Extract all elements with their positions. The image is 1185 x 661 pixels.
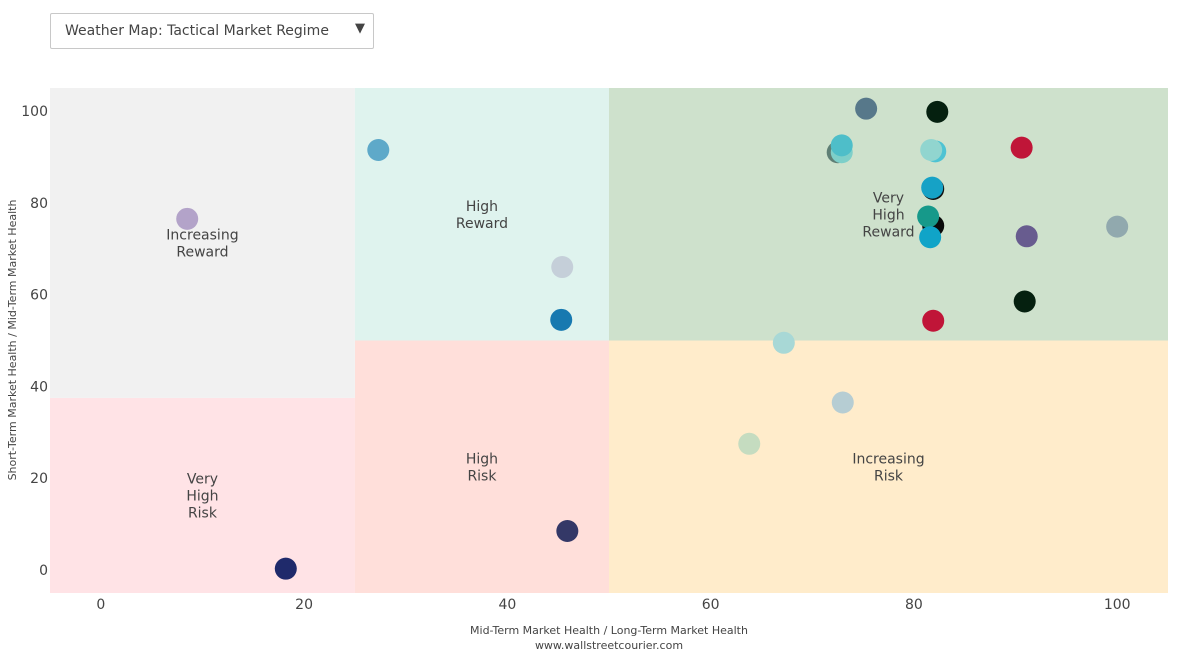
x-axis-title: Mid-Term Market Health / Long-Term Marke… [470,624,748,637]
zone-label: Increasing [166,227,238,243]
regime-selector-value: Weather Map: Tactical Market Regime [65,23,329,39]
x-axis-ticks: 0 20 40 60 80 100 [96,597,1130,613]
zone-label-layer: VeryHighRiskHighRiskIncreasingRiskIncrea… [166,190,924,521]
x-tick-label: 100 [1104,597,1131,613]
x-tick-label: 0 [96,597,105,613]
zone-rect [609,340,1168,593]
y-axis-ticks: 0 20 40 60 80 100 [21,104,48,579]
data-point [176,207,199,230]
zone-rect [50,88,355,398]
zone-rect [609,88,1168,341]
y-tick-label: 20 [30,471,48,487]
data-point [831,391,854,414]
y-tick-label: 100 [21,104,48,120]
zone-layer [50,88,1168,593]
zone-label: High [186,488,218,504]
x-tick-label: 80 [905,597,923,613]
data-point [1015,225,1038,248]
zone-rect [354,340,609,593]
x-tick-label: 60 [702,597,720,613]
y-tick-label: 0 [39,563,48,579]
data-point [920,138,943,161]
data-point [919,226,942,249]
zone-label: Reward [862,224,914,240]
data-point [556,520,579,543]
data-point [551,256,574,279]
source-credit: www.wallstreetcourier.com [535,639,683,652]
data-point [1106,215,1129,238]
zone-label: Very [187,471,218,487]
zone-label: Reward [176,244,228,260]
zone-rect [354,88,609,341]
zone-label: Risk [874,468,904,484]
data-point [738,432,761,455]
zone-label: Risk [467,468,497,484]
point-layer [176,97,1129,580]
zone-label: High [466,199,498,215]
x-tick-label: 40 [498,597,516,613]
zone-label: Increasing [852,451,924,467]
x-tick-label: 20 [295,597,313,613]
data-point [1013,290,1036,313]
data-point [922,309,945,332]
regime-selector-dropdown[interactable]: Weather Map: Tactical Market Regime ▼ [50,13,374,49]
zone-label: High [872,207,904,223]
data-point [274,557,297,580]
data-point [550,308,573,331]
data-point [917,205,940,228]
data-point [926,100,949,123]
data-point [830,134,853,157]
zone-label: Very [873,190,904,206]
data-point [367,138,390,161]
y-tick-label: 60 [30,288,48,304]
zone-label: Risk [188,505,218,521]
chevron-down-icon: ▼ [355,21,365,36]
data-point [772,331,795,354]
data-point [1010,136,1033,159]
y-axis-title: Short-Term Market Health / Mid-Term Mark… [6,200,19,481]
data-point [921,176,944,199]
y-tick-label: 40 [30,379,48,395]
y-tick-label: 80 [30,196,48,212]
data-point [855,97,878,120]
zone-rect [50,397,355,593]
zone-label: High [466,451,498,467]
zone-label: Reward [456,216,508,232]
